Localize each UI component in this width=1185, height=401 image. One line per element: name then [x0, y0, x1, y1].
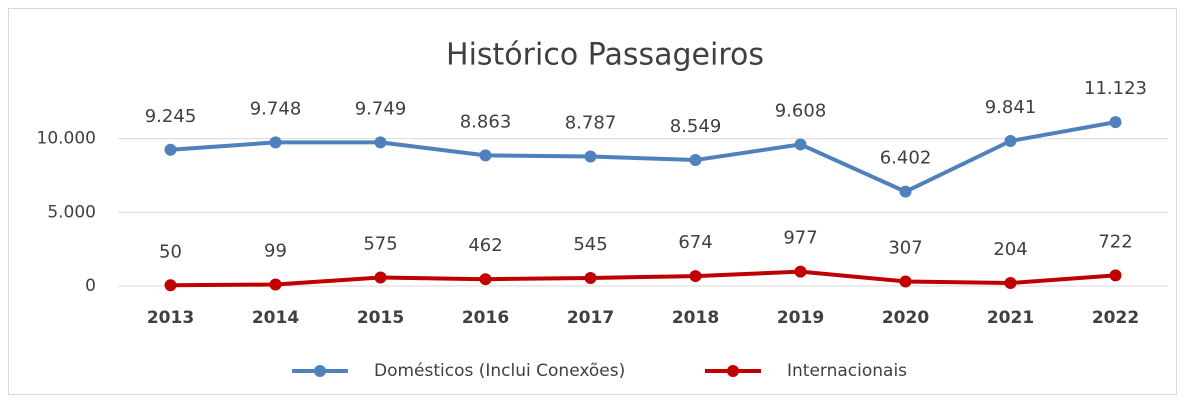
- data-label: 722: [1098, 231, 1132, 252]
- point: [584, 271, 597, 284]
- x-tick-label: 2022: [1092, 308, 1139, 328]
- point: [269, 136, 282, 149]
- data-label: 99: [264, 241, 287, 262]
- x-tick-label: 2019: [777, 308, 824, 328]
- point: [1004, 276, 1017, 289]
- point: [794, 265, 807, 278]
- point: [1004, 135, 1017, 148]
- x-tick-label: 2015: [357, 308, 404, 328]
- x-tick-label: 2020: [882, 308, 929, 328]
- data-label: 11.123: [1084, 78, 1147, 99]
- x-tick-label: 2013: [147, 308, 194, 328]
- point: [164, 143, 177, 156]
- data-label: 977: [783, 228, 817, 249]
- data-label: 8.787: [565, 113, 617, 134]
- data-label: 575: [363, 234, 397, 255]
- data-label: 545: [573, 234, 607, 255]
- point: [689, 154, 702, 167]
- point: [374, 136, 387, 149]
- x-tick-label: 2016: [462, 308, 509, 328]
- x-tick-label: 2018: [672, 308, 719, 328]
- data-label: 204: [993, 239, 1027, 260]
- point: [584, 150, 597, 163]
- point: [899, 275, 912, 288]
- point: [269, 278, 282, 291]
- legend-marker: [314, 365, 326, 377]
- point: [689, 270, 702, 283]
- series-line: [170, 120, 1116, 194]
- point: [899, 185, 912, 198]
- data-label: 674: [678, 232, 712, 253]
- legend-label: Domésticos (Inclui Conexões): [374, 361, 625, 381]
- x-tick-label: 2021: [987, 308, 1034, 328]
- point: [1109, 116, 1122, 129]
- chart-border: [8, 8, 1177, 395]
- data-label: 8.863: [460, 111, 512, 132]
- y-tick-label: 10.000: [37, 129, 96, 149]
- x-tick-label: 2017: [567, 308, 614, 328]
- legend-marker: [727, 365, 739, 377]
- chart-title: Histórico Passageiros: [446, 38, 764, 73]
- point: [479, 273, 492, 286]
- data-label: 462: [468, 235, 502, 256]
- x-tick-label: 2014: [252, 308, 299, 328]
- data-label: 50: [159, 241, 182, 262]
- data-label: 9.245: [145, 106, 197, 127]
- data-label: 6.402: [880, 148, 932, 169]
- point: [164, 279, 177, 292]
- point: [1109, 269, 1122, 282]
- data-label: 9.841: [985, 97, 1037, 118]
- data-label: 8.549: [670, 116, 722, 137]
- data-label: 9.608: [775, 100, 827, 121]
- data-label: 9.749: [355, 98, 407, 119]
- legend-label: Internacionais: [787, 361, 907, 381]
- point: [794, 138, 807, 151]
- data-label: 307: [888, 237, 922, 258]
- point: [479, 149, 492, 162]
- y-tick-label: 0: [85, 276, 96, 296]
- point: [374, 271, 387, 284]
- series-line: [170, 269, 1116, 288]
- data-label: 9.748: [250, 98, 302, 119]
- y-tick-label: 5.000: [47, 202, 96, 222]
